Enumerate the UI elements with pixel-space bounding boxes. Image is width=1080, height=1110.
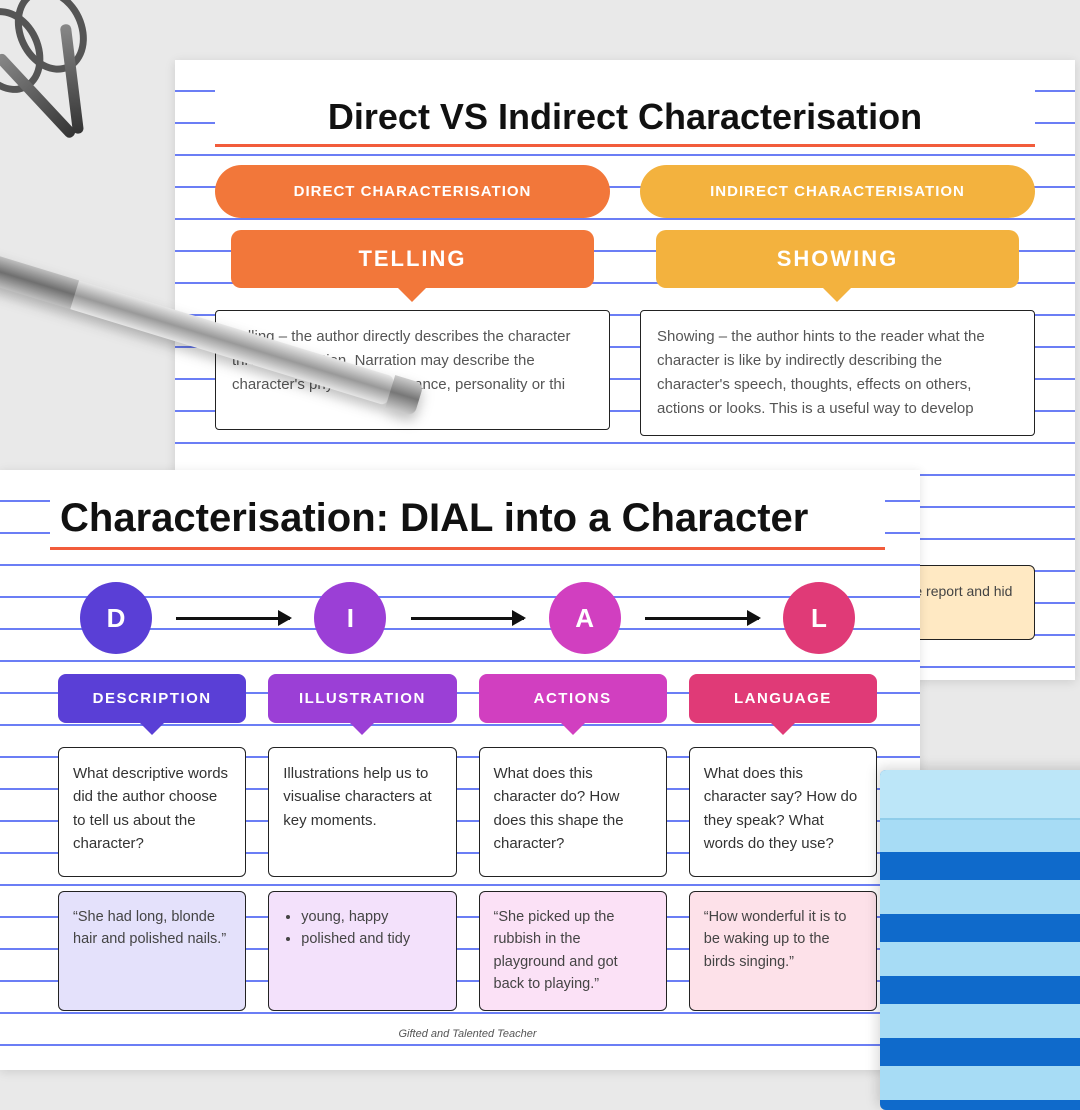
indirect-pill: INDIRECT CHARACTERISATION <box>640 165 1035 218</box>
telling-tag: TELLING <box>231 230 594 288</box>
direct-pill: DIRECT CHARACTERISATION <box>215 165 610 218</box>
arrow-icon <box>621 617 783 620</box>
example-illustration-list: young, happy polished and tidy <box>283 906 441 951</box>
example-illustration: young, happy polished and tidy <box>268 891 456 1011</box>
list-item: young, happy <box>301 906 441 928</box>
example-row: “She had long, blonde hair and polished … <box>50 877 885 1011</box>
worksheet-dial: Characterisation: DIAL into a Character … <box>0 470 920 1070</box>
arrow-icon <box>386 617 548 620</box>
list-item: polished and tidy <box>301 928 441 950</box>
showing-tag-label: SHOWING <box>777 246 899 271</box>
telling-tag-label: TELLING <box>358 246 466 271</box>
showing-description: Showing – the author hints to the reader… <box>640 310 1035 436</box>
question-illustration: Illustrations help us to visualise chara… <box>268 747 456 877</box>
back-title: Direct VS Indirect Characterisation <box>215 90 1035 142</box>
question-actions: What does this character do? How does th… <box>479 747 667 877</box>
circle-i: I <box>314 582 386 654</box>
circle-d: D <box>80 582 152 654</box>
dial-label-row: DESCRIPTION ILLUSTRATION ACTIONS LANGUAG… <box>50 664 885 723</box>
label-description: DESCRIPTION <box>58 674 246 723</box>
circle-l: L <box>783 582 855 654</box>
circle-a: A <box>549 582 621 654</box>
label-illustration: ILLUSTRATION <box>268 674 456 723</box>
question-language: What does this character say? How do the… <box>689 747 877 877</box>
arrow-icon <box>152 617 314 620</box>
front-title: Characterisation: DIAL into a Character <box>50 490 885 545</box>
title-rule <box>215 144 1035 147</box>
dial-circle-row: D I A L <box>50 568 885 664</box>
footer-credit: Gifted and Talented Teacher <box>50 1025 885 1043</box>
binder-clip <box>0 0 163 158</box>
question-row: What descriptive words did the author ch… <box>50 723 885 877</box>
notepad-prop <box>880 770 1080 1110</box>
showing-tag: SHOWING <box>656 230 1019 288</box>
title-rule-front <box>50 547 885 550</box>
example-description: “She had long, blonde hair and polished … <box>58 891 246 1011</box>
example-actions: “She picked up the rubbish in the playgr… <box>479 891 667 1011</box>
example-language: “How wonderful it is to be waking up to … <box>689 891 877 1011</box>
label-actions: ACTIONS <box>479 674 667 723</box>
label-language: LANGUAGE <box>689 674 877 723</box>
indirect-column: INDIRECT CHARACTERISATION SHOWING Showin… <box>640 165 1035 436</box>
question-description: What descriptive words did the author ch… <box>58 747 246 877</box>
